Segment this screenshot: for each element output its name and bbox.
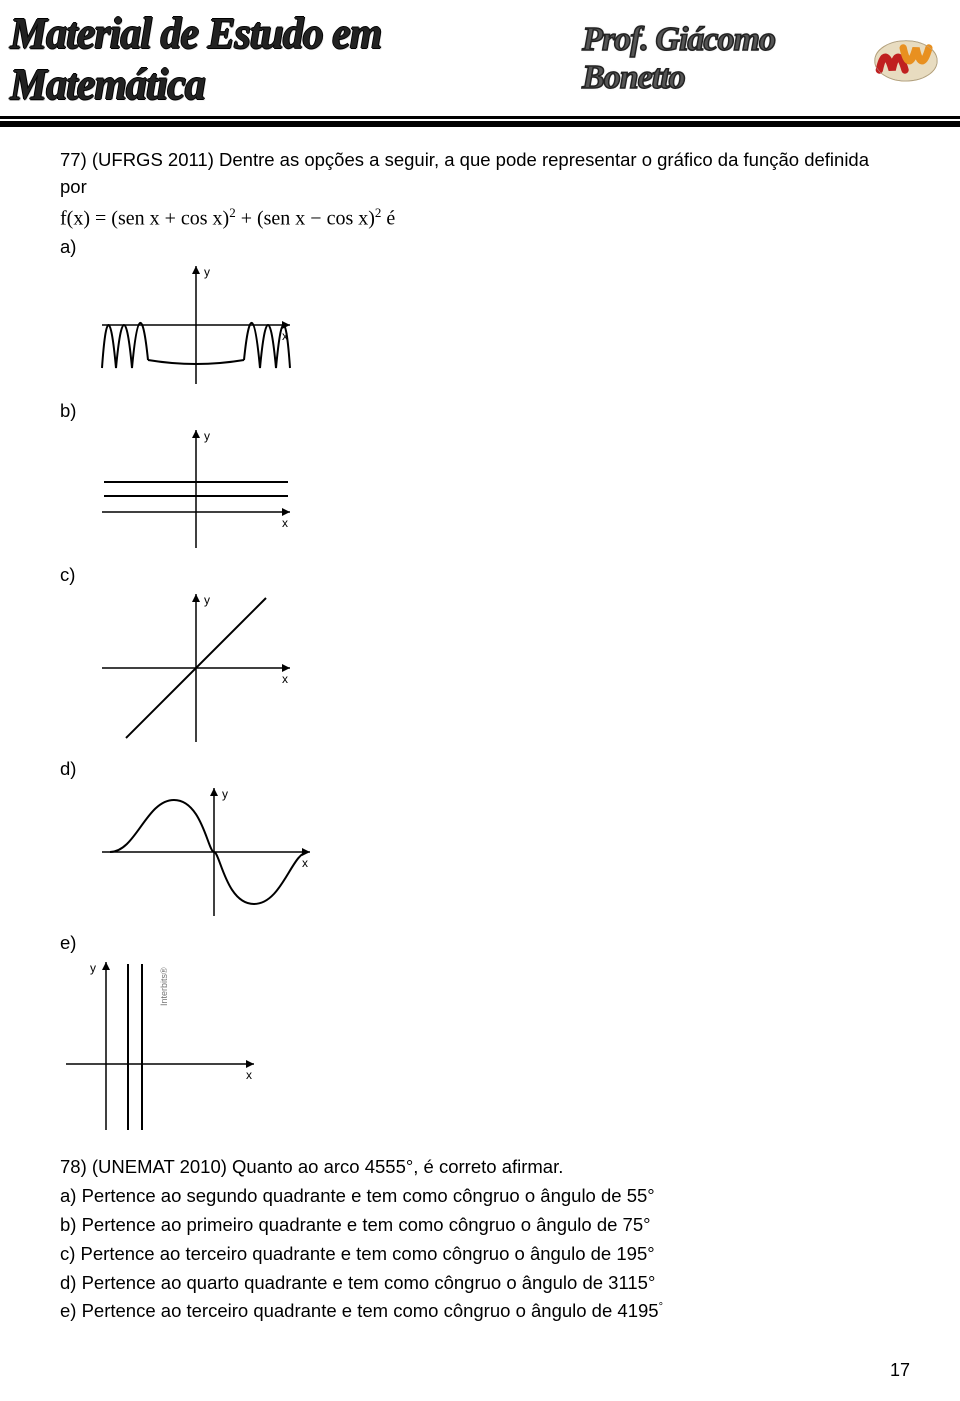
- q78-opt-a: a) Pertence ao segundo quadrante e tem c…: [60, 1183, 900, 1210]
- question-77: 77) (UFRGS 2011) Dentre as opções a segu…: [60, 147, 900, 1136]
- q77-intro: 77) (UFRGS 2011) Dentre as opções a segu…: [60, 147, 900, 201]
- page-number: 17: [890, 1360, 910, 1381]
- q77-graph-c: y x: [96, 588, 900, 748]
- q77-formula: f(x) = (sen x + cos x)2 + (sen x − cos x…: [60, 205, 900, 231]
- q77-opt-d-label: d): [60, 758, 900, 780]
- axis-y-label: y: [90, 961, 96, 975]
- f-part: =: [90, 207, 111, 229]
- page-content: 77) (UFRGS 2011) Dentre as opções a segu…: [0, 127, 960, 1325]
- axis-x-label: x: [302, 856, 308, 870]
- q78-opt-c: c) Pertence ao terceiro quadrante e tem …: [60, 1241, 900, 1268]
- q78-opt-b: b) Pertence ao primeiro quadrante e tem …: [60, 1212, 900, 1239]
- f-part: f: [60, 207, 67, 229]
- q77-opt-b-label: b): [60, 400, 900, 422]
- q77-graph-b: y x: [96, 424, 900, 554]
- axis-y-label: y: [204, 429, 210, 443]
- q77-graph-d: y x: [96, 782, 900, 922]
- q77-opt-e-label: e): [60, 932, 900, 954]
- q78-intro: 78) (UNEMAT 2010) Quanto ao arco 4555°, …: [60, 1154, 900, 1181]
- logo-icon: [872, 31, 940, 87]
- header-rule-thin: [0, 116, 960, 119]
- page-header: Material de Estudo em Matemática Prof. G…: [0, 0, 960, 116]
- q77-graph-e: y x Interbits®: [60, 956, 900, 1136]
- axis-x-label: x: [246, 1068, 252, 1082]
- q77-opt-c-label: c): [60, 564, 900, 586]
- axis-x-label: x: [282, 516, 288, 530]
- q78-e-text: e) Pertence ao terceiro quadrante e tem …: [60, 1300, 659, 1321]
- f-part: é: [381, 207, 395, 229]
- q78-opt-d: d) Pertence ao quarto quadrante e tem co…: [60, 1270, 900, 1297]
- q78-e-sup: °: [659, 1301, 663, 1313]
- axis-y-label: y: [204, 265, 210, 279]
- interbits-label: Interbits®: [159, 967, 169, 1006]
- axis-x-label: x: [282, 672, 288, 686]
- f-part: (x): [67, 207, 90, 229]
- f-part: (sen x + cos x): [111, 207, 229, 229]
- q78-opt-e: e) Pertence ao terceiro quadrante e tem …: [60, 1298, 900, 1325]
- header-title: Material de Estudo em Matemática: [10, 8, 538, 110]
- f-part: (sen x − cos x): [257, 207, 375, 229]
- axis-y-label: y: [204, 593, 210, 607]
- axis-y-label: y: [222, 787, 228, 801]
- q77-opt-a-label: a): [60, 236, 900, 258]
- f-part: +: [236, 207, 257, 229]
- header-subtitle: Prof. Giácomo Bonetto: [582, 21, 860, 97]
- question-78: 78) (UNEMAT 2010) Quanto ao arco 4555°, …: [60, 1154, 900, 1325]
- q77-graph-a: y x: [96, 260, 900, 390]
